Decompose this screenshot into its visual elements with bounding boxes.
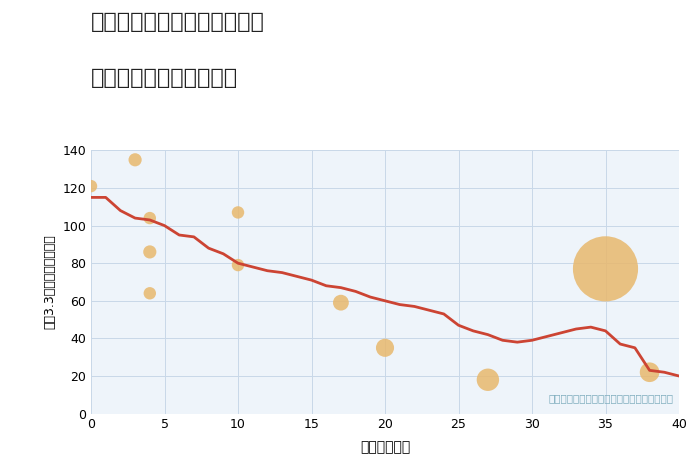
Text: 兵庫県神戸市兵庫区吉田町の: 兵庫県神戸市兵庫区吉田町の (91, 12, 265, 32)
Text: 築年数別中古戸建て価格: 築年数別中古戸建て価格 (91, 68, 238, 88)
Point (600, 265, 611, 273)
Point (144, 290, 155, 297)
Point (335, 299, 346, 306)
Point (144, 248, 155, 256)
Point (644, 368, 655, 376)
Point (85, 182, 97, 190)
Point (379, 344, 391, 352)
Point (232, 261, 244, 269)
Point (130, 156, 141, 164)
Y-axis label: 坪（3.3㎡）単価（万円）: 坪（3.3㎡）単価（万円） (43, 235, 57, 329)
Point (232, 209, 244, 216)
Point (482, 376, 493, 384)
Text: 円の大きさは、取引のあった物件面積を示す: 円の大きさは、取引のあった物件面積を示す (548, 393, 673, 403)
Point (144, 214, 155, 222)
X-axis label: 築年数（年）: 築年数（年） (360, 440, 410, 454)
